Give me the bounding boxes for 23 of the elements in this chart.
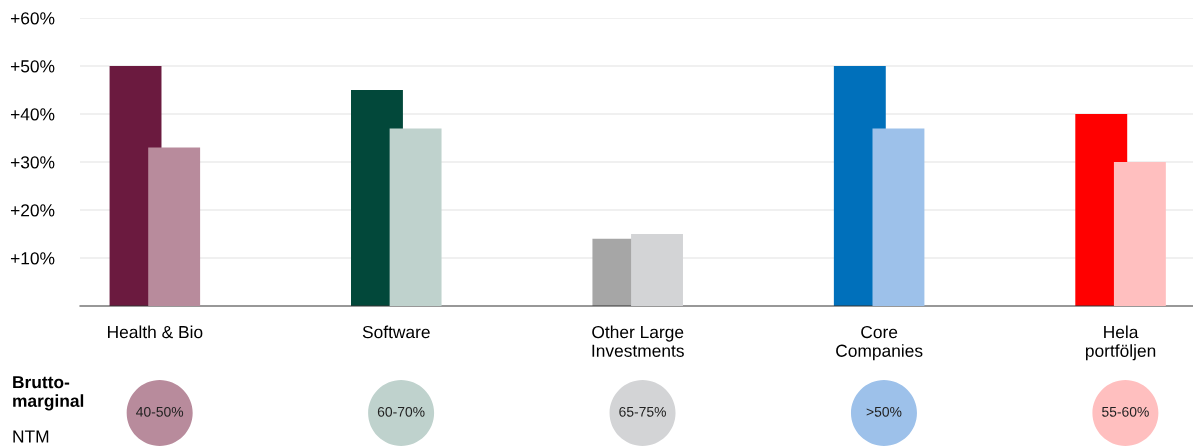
- text: >50%: [866, 406, 902, 417]
- text: NTM: [13, 430, 49, 443]
- text: 55-60%: [1102, 406, 1149, 417]
- bar: [148, 147, 201, 306]
- text: Brutto- marginal: [13, 376, 84, 411]
- bar: [1113, 162, 1166, 306]
- text: 40-50%: [136, 406, 184, 417]
- bar: [631, 234, 683, 306]
- x-tick-label: Other Large Investments: [592, 325, 684, 357]
- bar: [872, 128, 925, 306]
- bar: [389, 128, 442, 306]
- x-tick-label: Health & Bio: [108, 325, 203, 339]
- x-tick-label: Software: [362, 325, 430, 339]
- y-tick-label: +40%: [10, 108, 55, 121]
- x-tick-label: Core Companies: [836, 325, 923, 361]
- y-tick-label: +20%: [10, 204, 55, 217]
- text: 65-75%: [619, 406, 666, 417]
- y-tick-label: +50%: [10, 60, 55, 73]
- y-tick-label: +10%: [10, 252, 55, 265]
- y-tick-label: +60%: [10, 12, 55, 25]
- x-tick-label: Hela portföljen: [1085, 325, 1156, 361]
- y-tick-label: +30%: [10, 156, 55, 169]
- text: 60-70%: [377, 406, 425, 417]
